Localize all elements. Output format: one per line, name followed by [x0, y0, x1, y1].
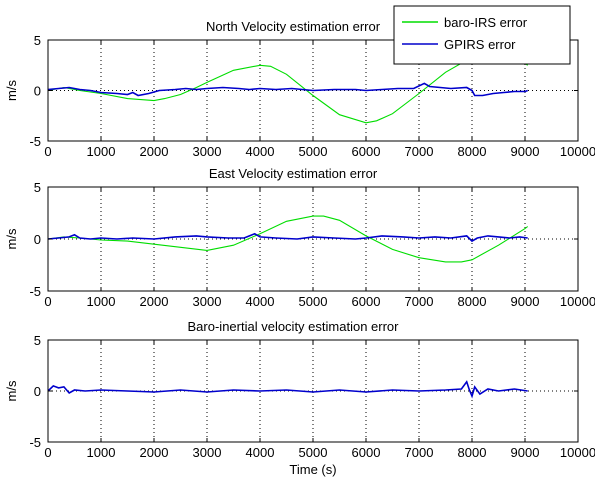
x-tick-label: 0 [44, 445, 51, 460]
x-tick-label: 7000 [405, 144, 434, 159]
series-line-baro-irs-error [47, 50, 529, 124]
y-tick-label: 5 [34, 33, 41, 48]
x-tick-label: 1000 [87, 144, 116, 159]
x-tick-label: 4000 [246, 445, 275, 460]
x-tick-label: 7000 [405, 294, 434, 309]
x-tick-label: 10000 [560, 144, 595, 159]
x-tick-label: 2000 [140, 445, 169, 460]
x-tick-label: 8000 [458, 445, 487, 460]
x-tick-label: 8000 [458, 294, 487, 309]
x-tick-label: 9000 [511, 445, 540, 460]
x-tick-label: 7000 [405, 445, 434, 460]
x-tick-label: 5000 [299, 144, 328, 159]
y-tick-label: 0 [34, 384, 41, 399]
x-tick-label: 1000 [87, 445, 116, 460]
legend: baro-IRS error GPIRS error [393, 5, 571, 65]
x-tick-label: 6000 [352, 445, 381, 460]
y-tick-label: -5 [29, 435, 41, 450]
series-line-gpirs-error [47, 82, 528, 97]
series-line-series-1 [47, 380, 528, 399]
series-line-series-2 [47, 232, 528, 243]
x-tick-label: 5000 [299, 294, 328, 309]
x-axis-label: Time (s) [289, 462, 336, 477]
x-tick-label: 3000 [193, 445, 222, 460]
x-tick-label: 9000 [511, 144, 540, 159]
y-tick-label: 0 [34, 232, 41, 247]
chart-title: East Velocity estimation error [209, 166, 378, 181]
chart-panel-3: 0 1000 2000 3000 4000 5000 6000 7000 8000 9000 100… [4, 319, 595, 477]
y-axis-label: m/s [4, 80, 19, 101]
x-tick-label: 0 [44, 144, 51, 159]
legend-box [393, 5, 571, 65]
x-tick-label: 3000 [193, 294, 222, 309]
x-tick-label: 9000 [511, 294, 540, 309]
x-tick-label: 1000 [87, 294, 116, 309]
x-tick-label: 5000 [299, 445, 328, 460]
x-tick-label: 4000 [246, 144, 275, 159]
y-tick-label: 5 [34, 180, 41, 195]
chart-panel-2: 0 1000 2000 3000 4000 5000 6000 7000 8000 9000 100… [4, 166, 595, 309]
x-tick-label: 8000 [458, 144, 487, 159]
x-tick-label: 3000 [193, 144, 222, 159]
x-tick-label: 6000 [352, 144, 381, 159]
series-line-series-1 [47, 215, 529, 263]
x-tick-label: 10000 [560, 445, 595, 460]
x-tick-label: 4000 [246, 294, 275, 309]
y-tick-label: -5 [29, 134, 41, 149]
x-tick-label: 2000 [140, 294, 169, 309]
y-axis-label: m/s [4, 380, 19, 401]
x-tick-label: 2000 [140, 144, 169, 159]
legend-label: baro-IRS error [444, 15, 528, 30]
x-tick-label: 0 [44, 294, 51, 309]
y-axis-label: m/s [4, 228, 19, 249]
chart-title: North Velocity estimation error [206, 19, 381, 34]
x-tick-label: 10000 [560, 294, 595, 309]
y-tick-label: 5 [34, 333, 41, 348]
y-tick-label: -5 [29, 284, 41, 299]
y-tick-label: 0 [34, 84, 41, 99]
chart-title: Baro-inertial velocity estimation error [188, 319, 400, 334]
x-tick-label: 6000 [352, 294, 381, 309]
legend-label: GPIRS error [444, 37, 516, 52]
